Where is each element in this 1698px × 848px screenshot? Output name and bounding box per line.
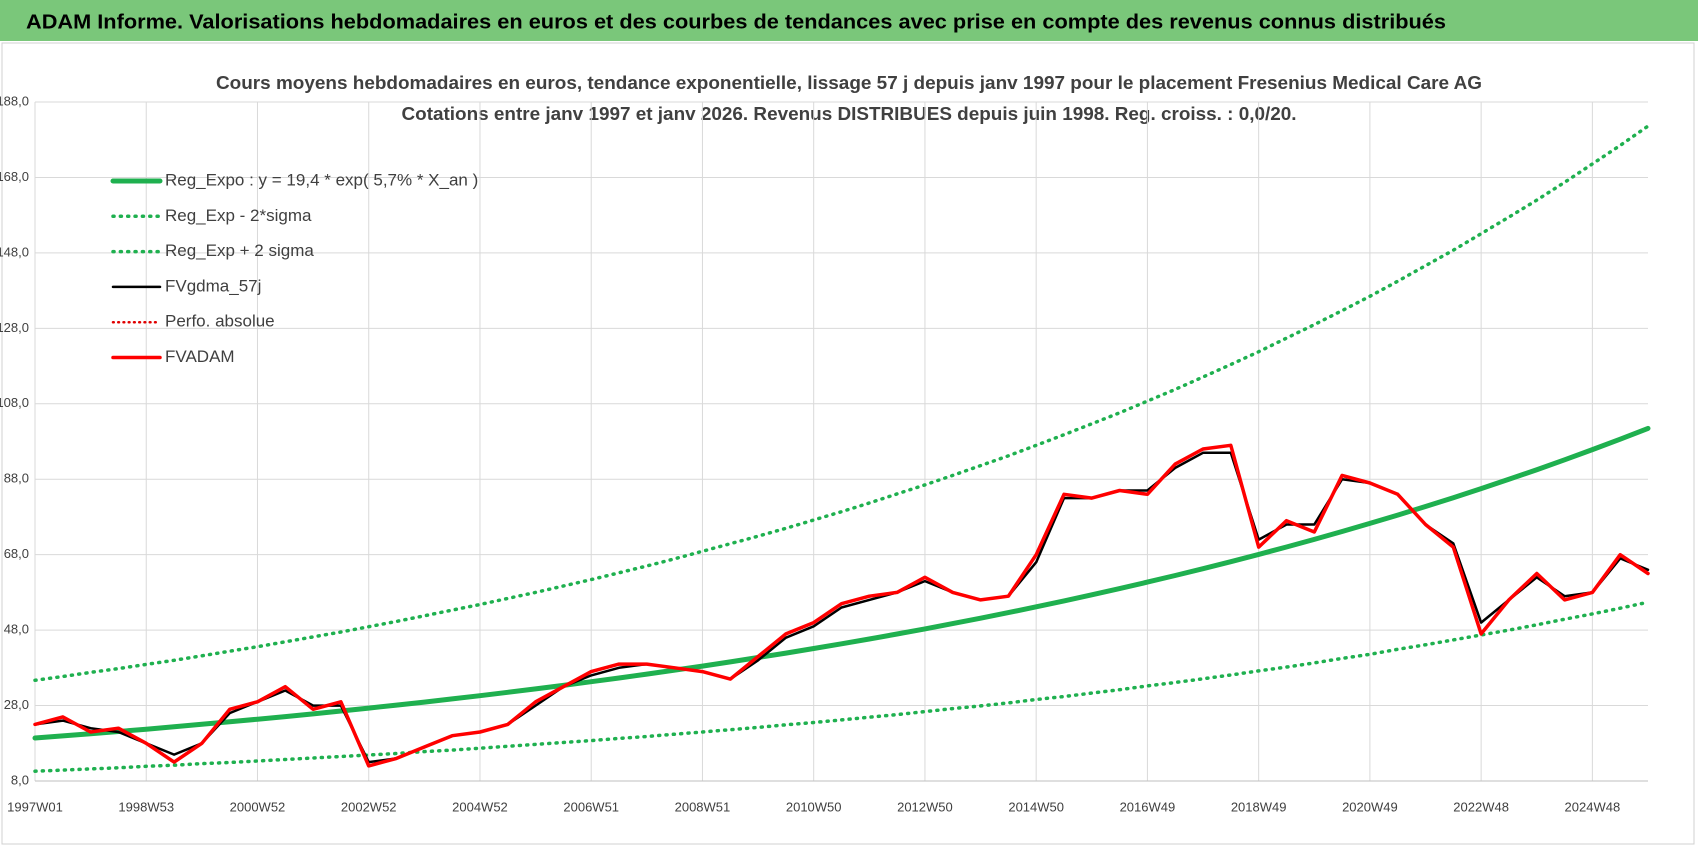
x-tick-label: 1998W53 [118, 799, 174, 814]
legend-label: Reg_Exp - 2*sigma [165, 206, 312, 225]
legend-label: Reg_Expo : y = 19,4 * exp( 5,7% * X_an ) [165, 170, 478, 189]
chart-border [1, 42, 1695, 845]
x-tick-label: 2022W48 [1453, 799, 1509, 814]
legend-label: FVADAM [165, 347, 235, 366]
y-tick-label: 188,0 [0, 93, 29, 108]
x-tick-label: 2024W48 [1565, 799, 1621, 814]
x-tick-label: 2010W50 [786, 799, 842, 814]
y-tick-label: 168,0 [0, 169, 29, 184]
y-tick-label: 128,0 [0, 320, 29, 335]
x-tick-label: 2014W50 [1008, 799, 1064, 814]
legend-label: Reg_Exp + 2 sigma [165, 241, 314, 260]
x-tick-label: 2006W51 [563, 799, 619, 814]
y-tick-label: 68,0 [4, 546, 29, 561]
y-tick-label: 48,0 [4, 622, 29, 637]
series-line [32, 425, 1651, 741]
header-bar [0, 0, 1698, 41]
x-tick-label: 2008W51 [675, 799, 731, 814]
series-line [33, 443, 1650, 768]
chart-title: Cours moyens hebdomadaires en euros, ten… [216, 73, 1482, 93]
legend-label: Perfo. absolue [165, 312, 275, 331]
x-tick-label: 2004W52 [452, 799, 508, 814]
x-tick-label: 2000W52 [230, 799, 286, 814]
series-line [33, 600, 1650, 773]
y-tick-label: 8,0 [11, 772, 29, 787]
x-tick-label: 2016W49 [1120, 799, 1176, 814]
x-tick-label: 2012W50 [897, 799, 953, 814]
x-tick-label: 2002W52 [341, 799, 397, 814]
y-tick-label: 148,0 [0, 244, 29, 259]
x-tick-label: 2020W49 [1342, 799, 1398, 814]
x-tick-label: 1997W01 [7, 799, 63, 814]
x-tick-label: 2018W49 [1231, 799, 1287, 814]
series-line [33, 124, 1650, 683]
y-tick-label: 28,0 [4, 697, 29, 712]
chart-subtitle: Cotations entre janv 1997 et janv 2026. … [402, 104, 1297, 124]
y-tick-label: 88,0 [4, 471, 29, 486]
legend-label: FVgdma_57j [165, 276, 261, 295]
header-title: ADAM Informe. Valorisations hebdomadaire… [26, 11, 1446, 33]
y-tick-label: 108,0 [0, 395, 29, 410]
